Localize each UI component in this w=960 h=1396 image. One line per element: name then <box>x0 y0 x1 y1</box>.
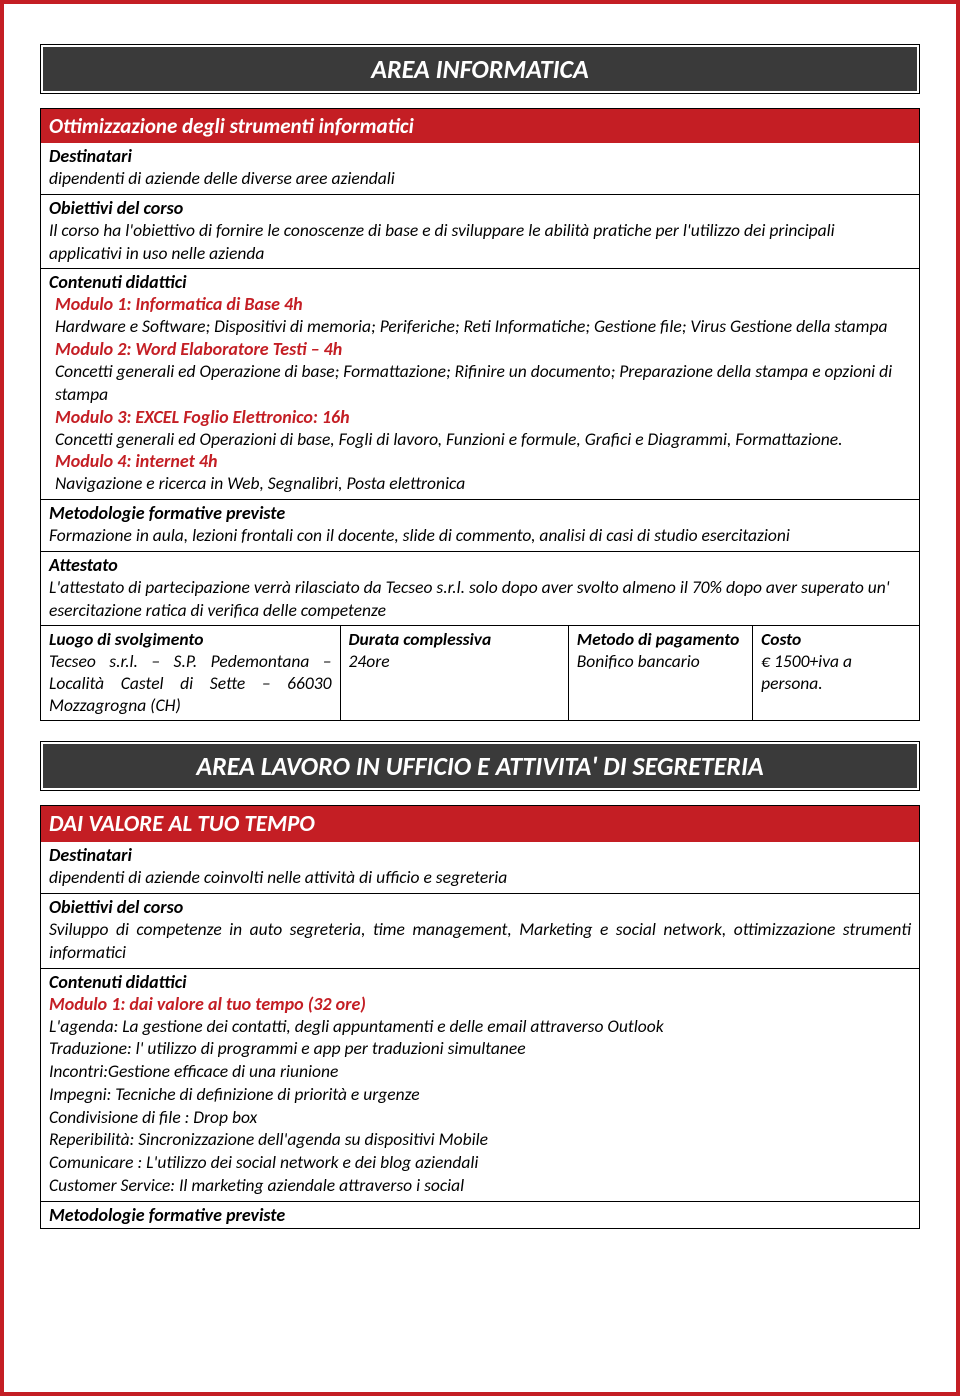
metodologie-label-1: Metodologie formative previste <box>41 499 919 524</box>
mod3-title: Modulo 3: EXCEL Foglio Elettronico: 16h <box>41 406 919 428</box>
destinatari-text-2: dipendenti di aziende coinvolti nelle at… <box>41 866 919 893</box>
mod2-title: Modulo 2: Word Elaboratore Testi – 4h <box>41 338 919 360</box>
course-title-2: DAI VALORE AL TUO TEMPO <box>41 806 919 842</box>
line8: Customer Service: Il marketing aziendale… <box>41 1174 919 1197</box>
area-title-1: AREA INFORMATICA <box>43 47 917 91</box>
area-header-box-2: AREA LAVORO IN UFFICIO E ATTIVITA' DI SE… <box>40 741 920 791</box>
mod4-title: Modulo 4: internet 4h <box>41 450 919 472</box>
destinatari-label-2: Destinatari <box>41 842 919 866</box>
metodologie-label-2: Metodologie formative previste <box>41 1201 919 1228</box>
mod4-text: Navigazione e ricerca in Web, Segnalibri… <box>41 472 919 495</box>
obiettivi-text-2: Sviluppo di competenze in auto segreteri… <box>41 918 919 968</box>
durata-cell: Durata complessiva 24ore <box>340 626 568 720</box>
course-title-1: Ottimizzazione degli strumenti informati… <box>41 109 919 143</box>
obiettivi-label-2: Obiettivi del corso <box>41 893 919 918</box>
mod2-text: Concetti generali ed Operazione di base;… <box>41 360 919 406</box>
mod1-title-2: Modulo 1: dai valore al tuo tempo (32 or… <box>41 993 919 1015</box>
line7: Comunicare : L'utilizzo dei social netwo… <box>41 1151 919 1174</box>
metodo-label: Metodo di pagamento <box>577 628 744 650</box>
metodo-cell: Metodo di pagamento Bonifico bancario <box>568 626 752 720</box>
obiettivi-text-1: Il corso ha l'obiettivo di fornire le co… <box>41 219 919 269</box>
course-block-2: DAI VALORE AL TUO TEMPO Destinatari dipe… <box>40 805 920 1228</box>
line3: Incontri:Gestione efficace di una riunio… <box>41 1060 919 1083</box>
luogo-text: Tecseo s.r.l. – S.P. Pedemontana – Local… <box>49 650 332 716</box>
course-block-1: Ottimizzazione degli strumenti informati… <box>40 108 920 721</box>
area-title-2: AREA LAVORO IN UFFICIO E ATTIVITA' DI SE… <box>43 744 917 788</box>
mod1-title: Modulo 1: Informatica di Base 4h <box>41 293 919 315</box>
costo-text: € 1500+iva a persona. <box>761 650 911 694</box>
luogo-label: Luogo di svolgimento <box>49 628 332 650</box>
area-header-box-1: AREA INFORMATICA <box>40 44 920 94</box>
contenuti-label-1: Contenuti didattici <box>41 271 919 293</box>
contenuti-label-2: Contenuti didattici <box>41 971 919 993</box>
metodologie-text-1: Formazione in aula, lezioni frontali con… <box>41 524 919 551</box>
attestato-text-1: L'attestato di partecipazione verrà rila… <box>41 576 919 626</box>
page: AREA INFORMATICA Ottimizzazione degli st… <box>0 0 960 1396</box>
costo-cell: Costo € 1500+iva a persona. <box>752 626 919 720</box>
line2: Traduzione: l' utilizzo di programmi e a… <box>41 1037 919 1060</box>
durata-text: 24ore <box>349 650 560 672</box>
line5: Condivisione di file : Drop box <box>41 1106 919 1129</box>
line1: L'agenda: La gestione dei contatti, degl… <box>41 1015 919 1038</box>
mod1-text: Hardware e Software; Dispositivi di memo… <box>41 315 919 338</box>
line6: Reperibilità: Sincronizzazione dell'agen… <box>41 1128 919 1151</box>
costo-label: Costo <box>761 628 911 650</box>
contenuti-wrap-2: Contenuti didattici Modulo 1: dai valore… <box>41 968 919 1201</box>
luogo-cell: Luogo di svolgimento Tecseo s.r.l. – S.P… <box>41 626 340 720</box>
metodo-text: Bonifico bancario <box>577 650 744 672</box>
attestato-label-1: Attestato <box>41 551 919 576</box>
bottom-row-1: Luogo di svolgimento Tecseo s.r.l. – S.P… <box>41 625 919 720</box>
durata-label: Durata complessiva <box>349 628 560 650</box>
obiettivi-label-1: Obiettivi del corso <box>41 194 919 219</box>
contenuti-wrap-1: Contenuti didattici Modulo 1: Informatic… <box>41 268 919 499</box>
line4: Impegni: Tecniche di definizione di prio… <box>41 1083 919 1106</box>
destinatari-text-1: dipendenti di aziende delle diverse aree… <box>41 167 919 194</box>
mod3-text: Concetti generali ed Operazioni di base,… <box>41 428 919 451</box>
destinatari-label-1: Destinatari <box>41 143 919 167</box>
